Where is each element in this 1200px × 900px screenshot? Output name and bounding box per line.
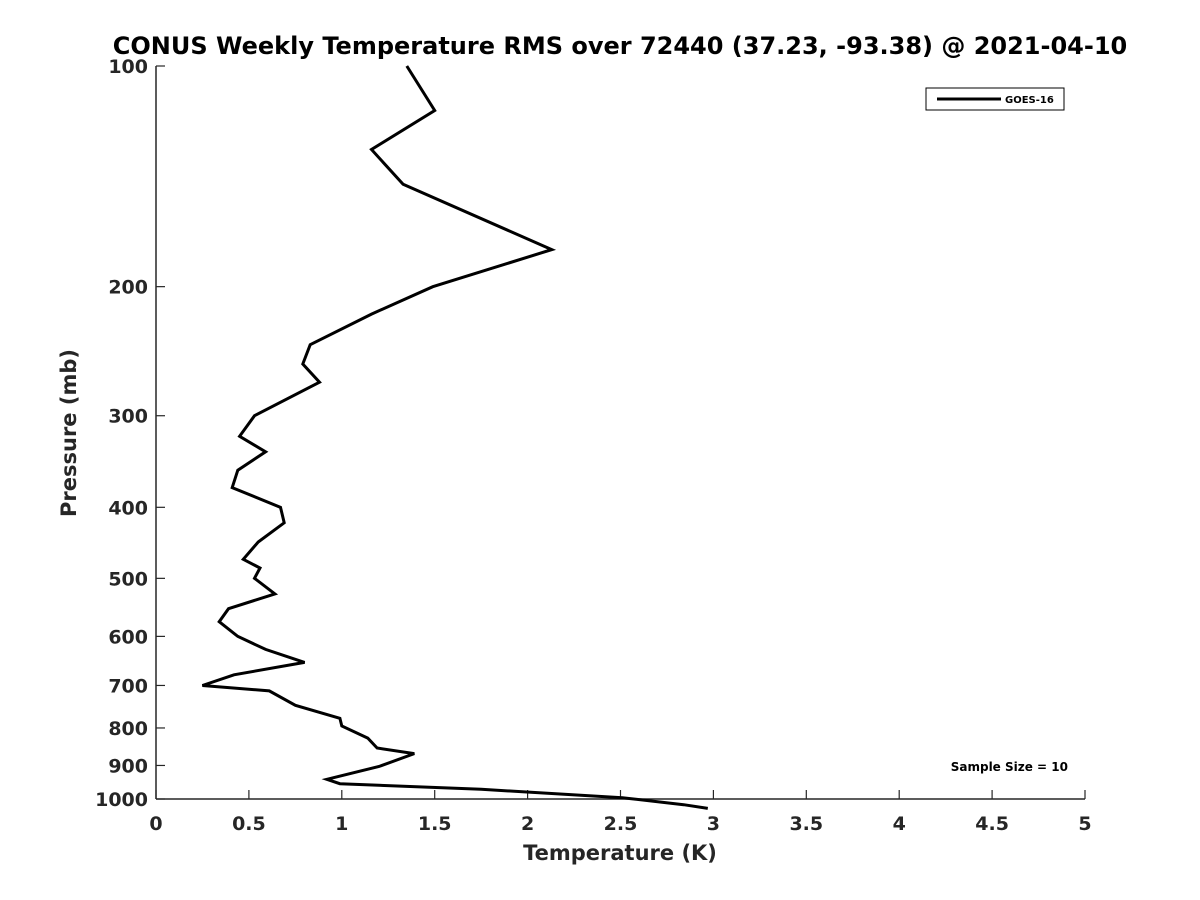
y-tick-label: 600 [108,626,148,648]
x-tick-label: 0.5 [232,813,266,835]
x-tick-label: 3 [707,813,720,835]
series-layer [201,65,709,810]
plot-axes [155,66,1085,800]
x-tick-label: 3.5 [789,813,823,835]
y-tick-label: 800 [108,718,148,740]
x-tick-label: 0 [149,813,162,835]
y-axis-ticks: 100 200 300 400 500 600 700 800 900 1000 [95,56,165,811]
x-axis-label: Temperature (K) [523,841,717,865]
y-tick-label: 700 [108,675,148,697]
y-tick-label: 500 [108,568,148,590]
y-tick-label: 1000 [95,789,148,811]
y-tick-label: 900 [108,755,148,777]
legend-entry-goes-16: GOES-16 [1005,95,1054,106]
x-tick-label: 2 [521,813,534,835]
x-tick-label: 4 [893,813,906,835]
y-tick-label: 400 [108,497,148,519]
legend: GOES-16 [925,87,1065,111]
series-line-goes-16 [201,65,709,810]
sample-size-annotation: Sample Size = 10 [951,760,1068,774]
y-tick-label: 300 [108,406,148,428]
x-axis-ticks: 0 0.5 1 1.5 2 2.5 3 3.5 4 4.5 5 [149,790,1092,835]
x-tick-label: 1 [335,813,348,835]
x-tick-label: 1.5 [418,813,452,835]
y-axis-label: Pressure (mb) [57,349,81,517]
x-tick-label: 5 [1078,813,1091,835]
x-tick-label: 4.5 [975,813,1009,835]
x-tick-label: 2.5 [604,813,638,835]
chart-title: CONUS Weekly Temperature RMS over 72440 … [113,32,1127,60]
y-tick-label: 100 [108,56,148,78]
y-tick-label: 200 [108,277,148,299]
